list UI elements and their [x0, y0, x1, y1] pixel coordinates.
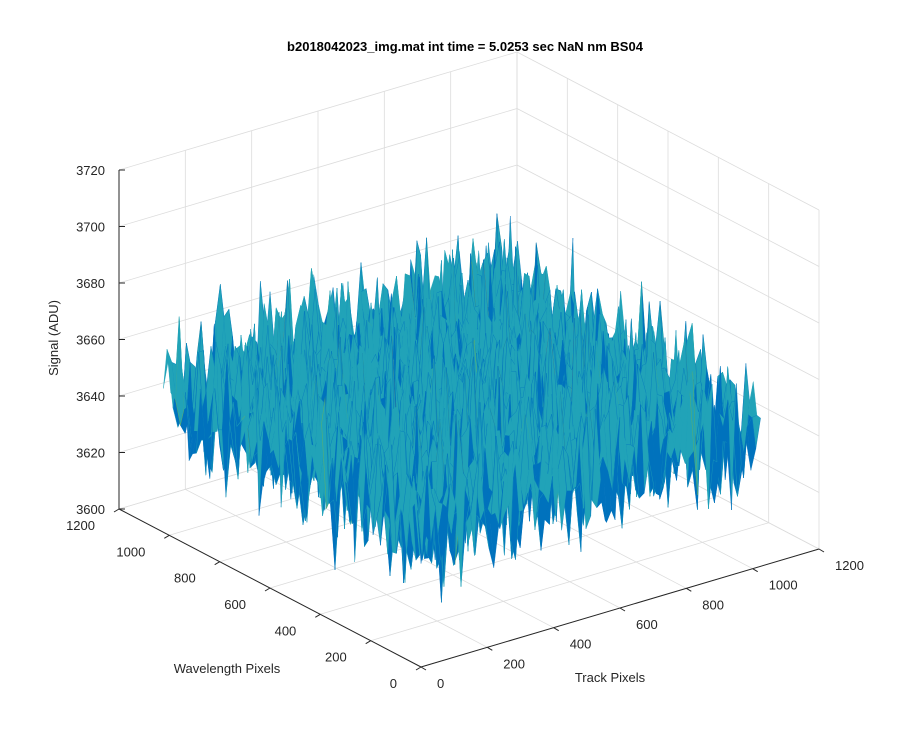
wall-grid-z: [118, 164, 518, 284]
z-tick-label: 3640: [76, 389, 105, 404]
x-tick-label: 1200: [835, 558, 864, 573]
y-axis-label: Wavelength Pixels: [174, 661, 281, 676]
surface-mesh: [163, 213, 761, 603]
wall-grid-z: [118, 108, 518, 227]
x-tick-label: 1000: [769, 578, 798, 593]
z-axis-label: Signal (ADU): [46, 300, 61, 376]
y-tick-label: 1200: [66, 518, 95, 533]
y-tick-label: 0: [390, 676, 397, 691]
y-tick-label: 200: [325, 650, 347, 665]
y-tick-label: 400: [275, 623, 297, 638]
z-tick-label: 3660: [76, 333, 105, 348]
z-tick-label: 3700: [76, 220, 105, 235]
wall-grid-z2: [516, 164, 820, 324]
wall-grid-z2: [516, 51, 820, 211]
x-tick-label: 800: [702, 597, 724, 612]
y-tick-label: 600: [224, 597, 246, 612]
wall-grid-z2: [516, 108, 820, 267]
y-tick-label: 800: [174, 571, 196, 586]
wall-grid-z2: [516, 221, 820, 380]
wall-grid-z: [118, 51, 518, 171]
floor-grid-y: [370, 522, 769, 642]
x-tick-label: 0: [437, 676, 444, 691]
floor-grid-y: [320, 495, 719, 615]
x-tick-label: 600: [636, 617, 658, 632]
x-tick-label: 400: [570, 637, 592, 652]
z-tick-label: 3680: [76, 276, 105, 291]
wall-grid-z: [118, 221, 518, 340]
x-tick-label: 200: [503, 656, 525, 671]
wall-grid-z2: [516, 277, 820, 437]
z-tick-label: 3600: [76, 502, 105, 517]
z-tick-label: 3720: [76, 163, 105, 178]
chart-title: b2018042023_img.mat int time = 5.0253 se…: [287, 39, 644, 54]
y-tick-label: 1000: [116, 544, 145, 559]
x-axis-label: Track Pixels: [575, 670, 646, 685]
z-tick-label: 3620: [76, 446, 105, 461]
